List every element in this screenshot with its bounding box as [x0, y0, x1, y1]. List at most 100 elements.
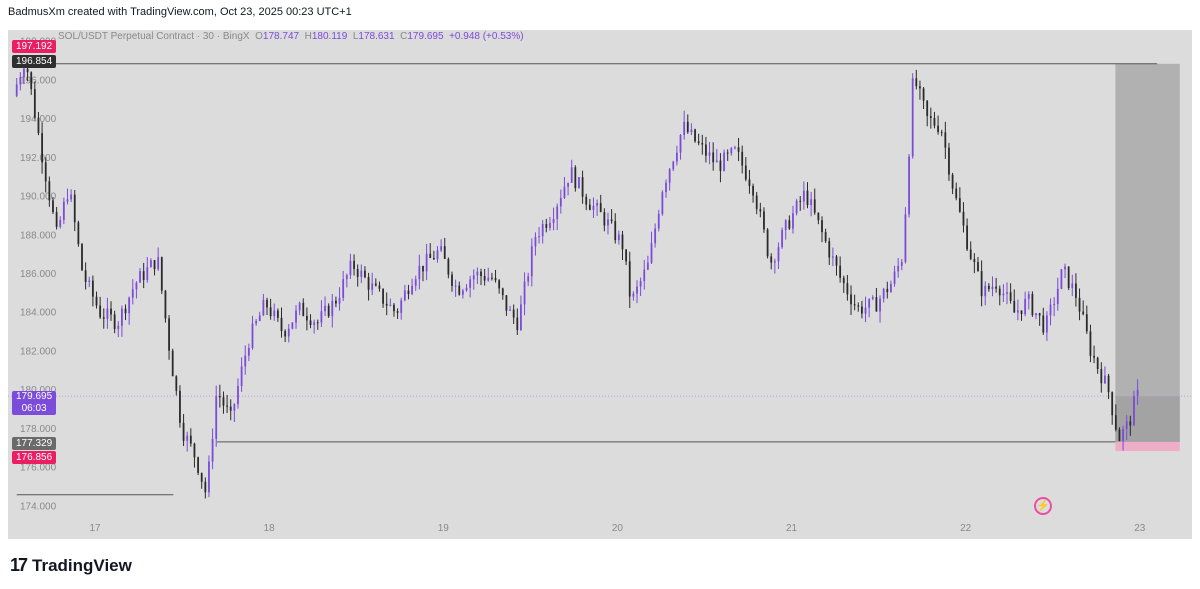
candle-body-216	[799, 200, 802, 202]
open-value: 178.747	[262, 31, 300, 42]
candle-body-147	[549, 223, 551, 228]
candle-body-46	[182, 422, 185, 441]
candle-body-145	[541, 224, 544, 237]
stop-zone	[1115, 441, 1180, 452]
y-tick-label-3: 180.000	[20, 385, 57, 396]
y-tick-label-1: 176.000	[20, 463, 57, 474]
candle-body-83	[316, 322, 319, 324]
candle-body-48	[189, 435, 192, 444]
change-value: +0.948 (+0.53%)	[449, 31, 524, 42]
candle-body-2	[23, 68, 25, 78]
candle-body-26	[110, 308, 112, 315]
lightning-bolt-icon[interactable]: ⚡	[1034, 497, 1052, 515]
candle-body-280	[1031, 293, 1034, 316]
candle-body-262	[966, 225, 968, 250]
candle-body-117	[440, 246, 443, 251]
candle-body-21	[91, 280, 94, 297]
candle-body-129	[483, 276, 486, 281]
candle-body-267	[984, 285, 987, 297]
low-value: 178.631	[358, 31, 395, 42]
candle-body-287	[1056, 288, 1059, 304]
candle-body-70	[269, 307, 272, 317]
candle-body-45	[179, 390, 181, 423]
candle-body-106	[400, 300, 403, 313]
candle-body-50	[197, 457, 199, 473]
candle-body-163	[607, 219, 609, 226]
candle-body-284	[1046, 315, 1048, 333]
candle-body-233	[861, 306, 863, 314]
candle-body-231	[853, 304, 856, 306]
tradingview-footer[interactable]: 17 TradingView	[10, 555, 132, 576]
candle-body-119	[447, 258, 450, 275]
candle-body-199	[737, 147, 740, 152]
candle-body-97	[367, 277, 370, 290]
candle-body-82	[313, 322, 316, 325]
candle-body-210	[777, 247, 780, 262]
candle-body-148	[552, 218, 555, 224]
candle-body-200	[741, 151, 744, 166]
candle-body-20	[88, 280, 91, 282]
tradingview-brand: TradingView	[32, 555, 132, 575]
candle-body-243	[897, 265, 900, 272]
candle-body-246	[908, 156, 910, 215]
candle-body-34	[139, 271, 141, 283]
candle-body-234	[864, 307, 867, 314]
candle-body-238	[879, 298, 881, 312]
candle-body-138	[516, 317, 519, 331]
candle-body-5	[33, 89, 36, 118]
candle-body-12	[59, 220, 62, 227]
candle-body-10	[52, 200, 54, 213]
candle-body-302	[1111, 392, 1114, 416]
candle-body-57	[222, 397, 225, 406]
candle-body-17	[77, 222, 80, 245]
candle-body-16	[73, 194, 76, 223]
high-key: H	[304, 31, 312, 42]
close-value: 179.695	[407, 31, 444, 42]
candle-body-118	[443, 246, 446, 259]
candle-body-290	[1067, 266, 1070, 289]
candle-body-91	[345, 275, 348, 280]
candle-body-207	[766, 229, 769, 257]
y-tick-label-7: 188.000	[20, 230, 57, 241]
candle-body-49	[193, 443, 196, 458]
y-tick-label-0: 174.000	[20, 501, 57, 512]
candle-body-261	[962, 211, 965, 226]
candle-body-64	[247, 347, 250, 356]
candle-body-101	[382, 288, 384, 304]
candle-body-167	[621, 234, 624, 250]
x-tick-label-1: 18	[264, 523, 276, 534]
price-tag-top: 197.192	[12, 40, 57, 53]
x-tick-label-5: 22	[960, 523, 972, 534]
candle-body-22	[95, 296, 98, 306]
candle-body-125	[469, 279, 472, 288]
candle-body-75	[287, 328, 290, 337]
candle-body-109	[411, 285, 413, 295]
candle-body-204	[755, 195, 758, 210]
candle-body-245	[904, 214, 907, 262]
candle-body-224	[828, 241, 831, 258]
candle-body-4	[30, 72, 33, 90]
candle-body-252	[929, 116, 932, 118]
candle-body-244	[900, 261, 903, 266]
candle-body-156	[581, 177, 584, 197]
chart-area[interactable]	[8, 30, 1192, 539]
candle-body-43	[171, 350, 174, 377]
candle-body-63	[244, 355, 247, 367]
candle-body-76	[291, 322, 294, 329]
candle-body-259	[955, 188, 958, 199]
candle-body-154	[574, 167, 577, 189]
price-tag-stop: 176.856	[12, 451, 57, 464]
candle-body-291	[1071, 283, 1074, 289]
candle-body-212	[784, 220, 787, 231]
candle-body-158	[588, 204, 591, 210]
candle-body-174	[646, 262, 649, 270]
candle-body-279	[1027, 293, 1030, 299]
candle-body-131	[491, 277, 493, 279]
open-pnl-zone	[1115, 396, 1180, 442]
candle-body-38	[153, 260, 156, 270]
candle-body-253	[933, 117, 936, 126]
candle-body-166	[617, 234, 620, 241]
candle-body-293	[1078, 297, 1081, 312]
symbol-label[interactable]: SOL/USDT Perpetual Contract · 30 · BingX	[58, 31, 250, 42]
